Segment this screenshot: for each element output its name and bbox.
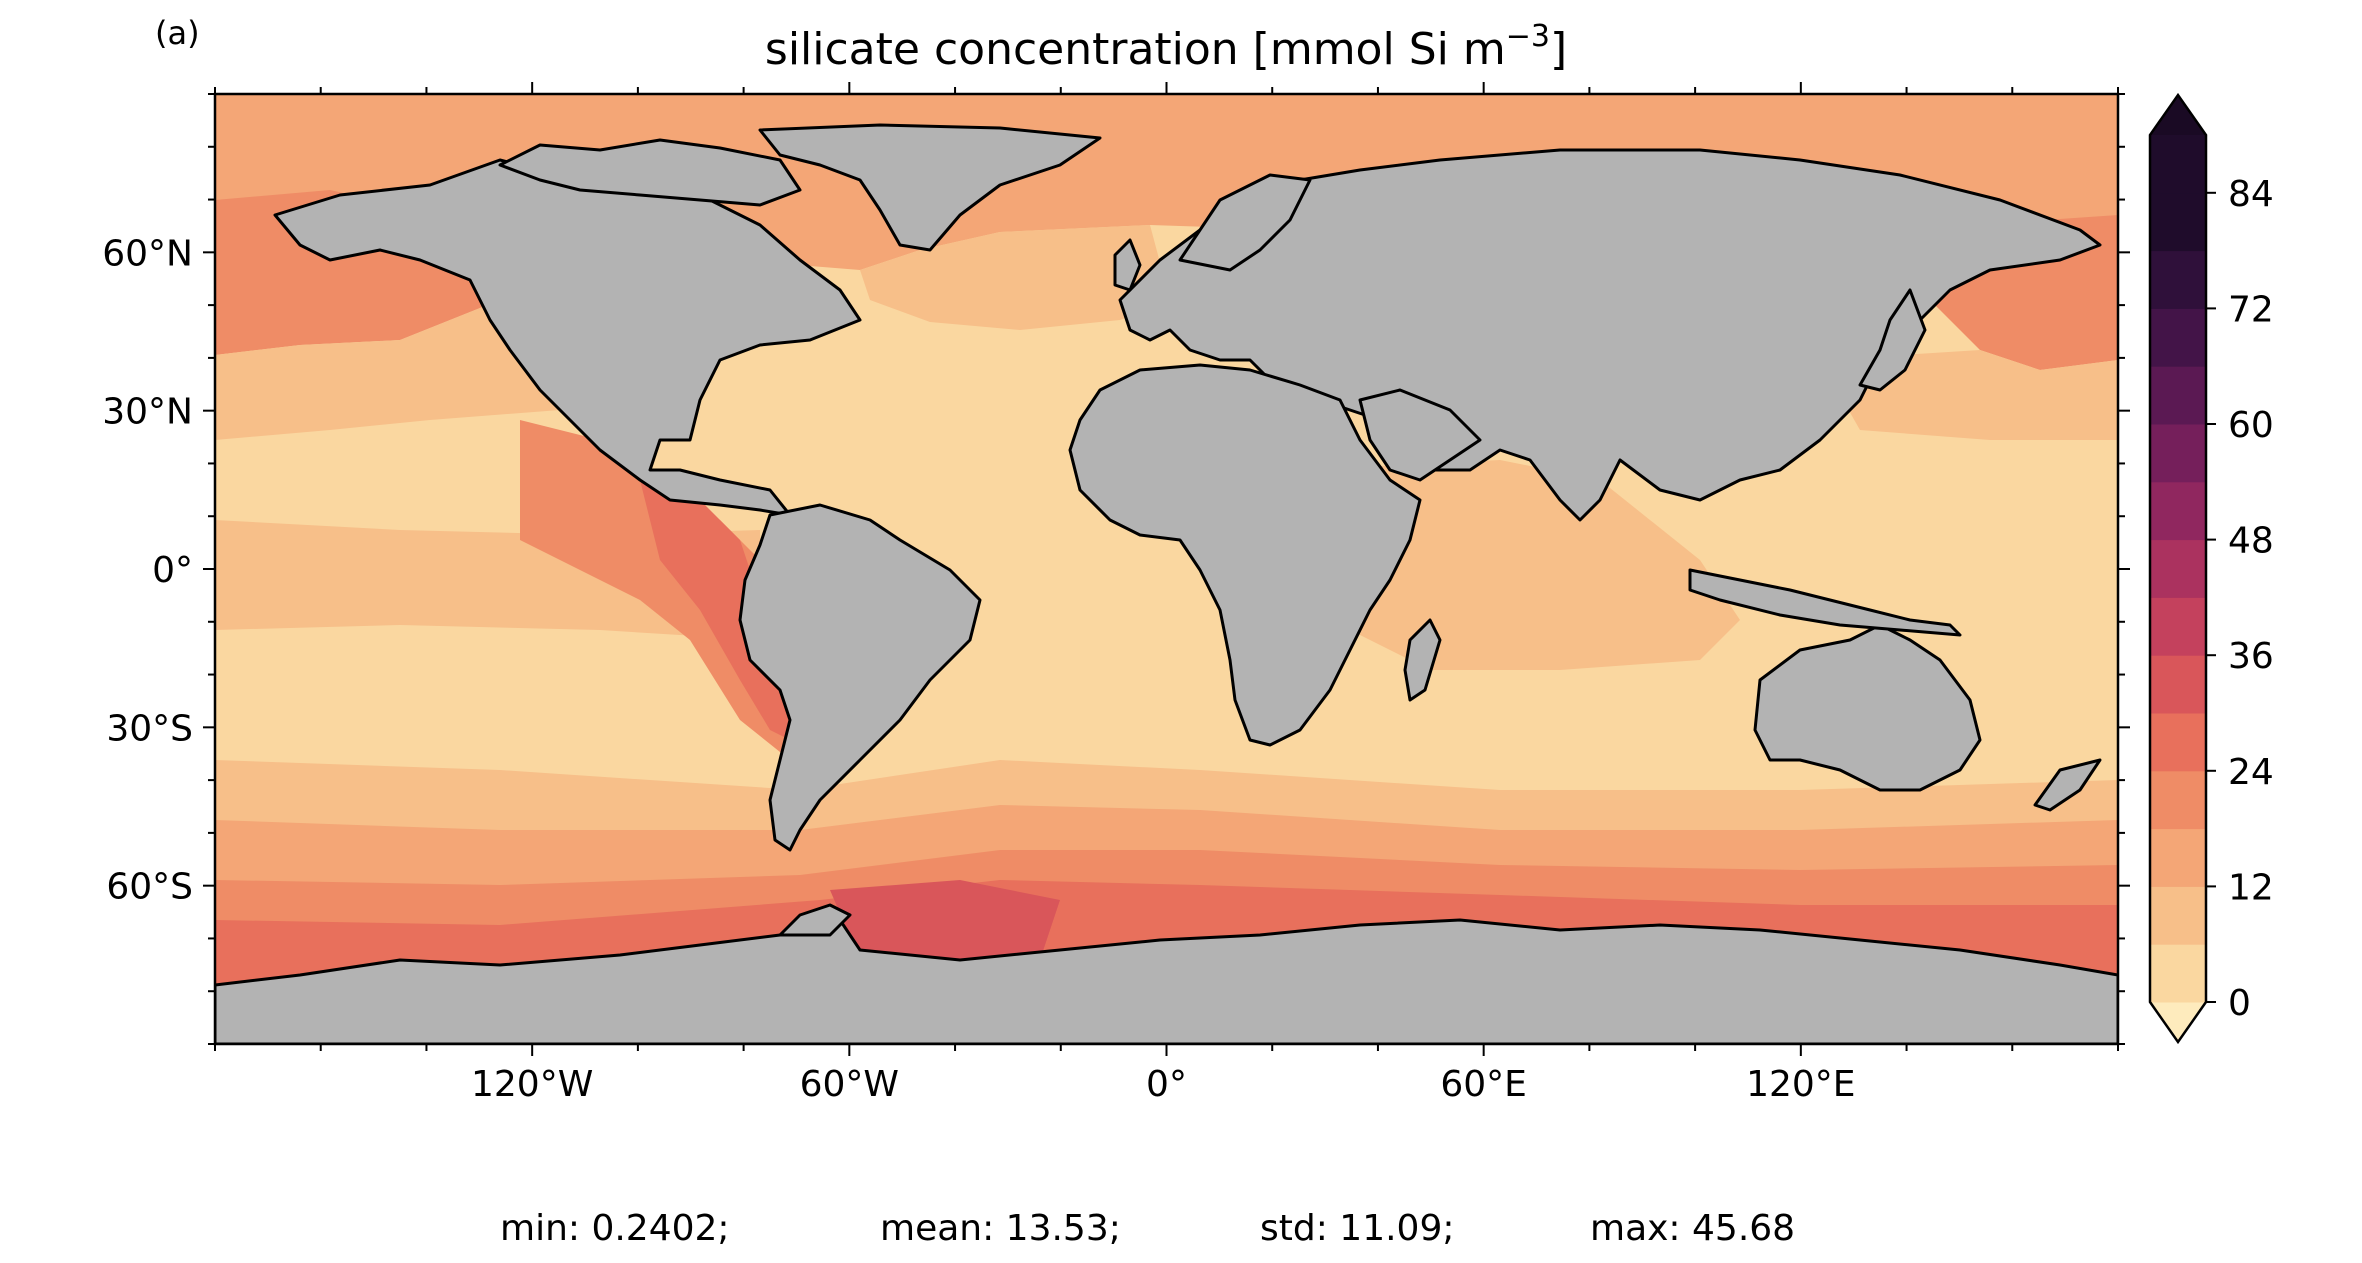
x-tick-label: 60°W [800, 1064, 899, 1105]
land-scandinavia [1178, 173, 1312, 272]
y-tick-label: 60°N [102, 233, 193, 274]
colorbar-band [2150, 366, 2206, 425]
land-canadian-archipelago [498, 138, 802, 207]
stat-max: max: 45.68 [1590, 1208, 1795, 1249]
colorbar: 0 12 24 36 48 60 72 84 [2148, 92, 2274, 1045]
eastern-pacific-upwelling [520, 420, 800, 760]
y-tick-label: 60°S [106, 867, 193, 908]
colorbar-tick-label: 24 [2228, 752, 2274, 793]
colorbar-outline [2148, 92, 2208, 1045]
colorbar-tick-label: 12 [2228, 867, 2274, 908]
colorbar-band [2150, 944, 2206, 1003]
north-atlantic-band [860, 225, 1170, 330]
colorbar-band [2150, 481, 2206, 541]
y-tick-label: 30°S [106, 708, 193, 749]
colorbar-tick-label: 48 [2228, 521, 2274, 562]
x-tick-label: 60°E [1440, 1064, 1527, 1105]
colorbar-band [2150, 886, 2206, 945]
x-tick-label: 0° [1146, 1064, 1187, 1105]
land-japan [1858, 288, 1927, 392]
map-ticks [203, 82, 2130, 1056]
map-tick-labels: 120°W 60°W 0° 60°E 120°E 60°N 30°N 0° 30°S 60°S [102, 233, 1855, 1105]
colorbar-extend-over [2150, 95, 2206, 135]
land-indonesia [1688, 568, 1962, 637]
land-madagascar [1403, 618, 1442, 702]
colorbar-tick-label: 60 [2228, 405, 2274, 446]
peru-upwelling [640, 480, 790, 740]
colorbar-band [2150, 308, 2206, 367]
colorbar-tick-label: 84 [2228, 174, 2274, 215]
colorbar-band [2150, 713, 2206, 772]
land-south-america [738, 503, 982, 852]
title-prefix: silicate concentration [mmol Si m [765, 24, 1506, 75]
y-tick-label: 30°N [102, 392, 193, 433]
stat-std: std: 11.09; [1260, 1208, 1454, 1249]
x-tick-label: 120°E [1746, 1064, 1855, 1105]
map-plot [215, 94, 2118, 1044]
land-greenland [758, 123, 1102, 252]
colorbar-tick-label: 36 [2228, 636, 2274, 677]
colorbar-band [2150, 424, 2206, 483]
map-title: silicate concentration [mmol Si m−3] [765, 19, 1567, 75]
colorbar-band [2150, 539, 2206, 598]
colorbar-band [2150, 655, 2206, 714]
y-tick-label: 0° [152, 550, 193, 591]
land-uk [1113, 238, 1142, 292]
colorbar-band [2150, 828, 2206, 887]
stat-min: min: 0.2402; [500, 1208, 730, 1249]
panel-label: (a) [155, 14, 200, 52]
land-new-zealand [2033, 758, 2102, 812]
colorbar-band [2150, 192, 2206, 252]
colorbar-band [2150, 250, 2206, 309]
title-suffix: ] [1550, 24, 1567, 75]
colorbar-band [2150, 770, 2206, 830]
stats-footer: min: 0.2402; mean: 13.53; std: 11.09; ma… [500, 1208, 1795, 1249]
title-superscript: −3 [1506, 19, 1550, 54]
colorbar-extend-under [2150, 1002, 2206, 1042]
colorbar-tick-label: 0 [2228, 983, 2251, 1024]
land-antarctic-peninsula [778, 903, 852, 937]
stat-mean: mean: 13.53; [880, 1208, 1121, 1249]
colorbar-tick-label: 72 [2228, 289, 2274, 330]
colorbar-band [2150, 597, 2206, 656]
land-antarctica [215, 913, 2118, 1044]
land-australia [1753, 623, 1982, 792]
land-arabia [1358, 388, 1482, 482]
map-frame: 120°W 60°W 0° 60°E 120°E 60°N 30°N 0° 30°S 60°S [102, 82, 2130, 1105]
land-africa [1068, 363, 1422, 747]
north-pacific-mid-band [215, 300, 560, 440]
x-tick-label: 120°W [471, 1064, 593, 1105]
land [215, 123, 2118, 1044]
colorbar-band [2150, 135, 2206, 194]
